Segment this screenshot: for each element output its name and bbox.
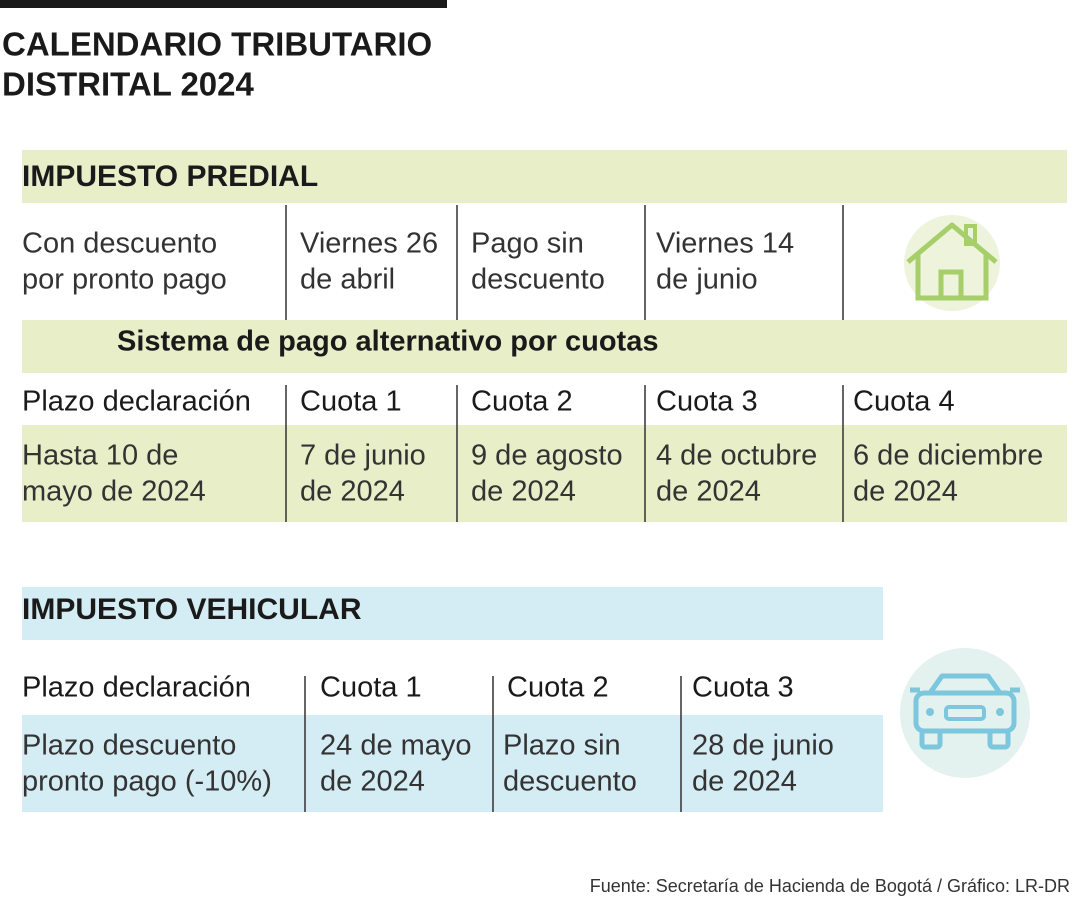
date-cell: de 2024 — [853, 476, 958, 508]
house-icon — [904, 215, 1000, 311]
predial-band — [22, 150, 1067, 203]
date-cell: 4 de octubre — [656, 440, 817, 472]
title-line: DISTRITAL 2024 — [2, 66, 254, 103]
date-cell: de 2024 — [300, 476, 405, 508]
predial-cell: Viernes 26 — [300, 228, 438, 260]
dividers — [285, 205, 844, 812]
vehicular-cell: de 2024 — [692, 766, 797, 798]
column-header: Cuota 3 — [656, 386, 758, 418]
vehicular-cell: 28 de junio — [692, 730, 834, 762]
date-cell: Hasta 10 de — [22, 440, 178, 472]
predial-cell: Con descuento — [22, 228, 217, 260]
source: Fuente: Secretaría de Hacienda de Bogotá… — [590, 876, 1070, 896]
predial-subheading: Sistema de pago alternativo por cuotas — [117, 326, 658, 358]
vehicular-cell: Plazo sin — [503, 730, 621, 762]
predial-heading: IMPUESTO PREDIAL — [22, 160, 318, 193]
column-header: Cuota 4 — [853, 386, 955, 418]
date-cell: 7 de junio — [300, 440, 426, 472]
title-line: CALENDARIO TRIBUTARIO — [2, 26, 432, 63]
predial-cell: de junio — [656, 264, 758, 296]
vehicular-cell: Plazo descuento — [22, 730, 236, 762]
column-header: Plazo declaración — [22, 386, 251, 418]
sub-band — [22, 320, 1067, 373]
predial-cell: de abril — [300, 264, 395, 296]
vehicular-cell: descuento — [503, 766, 637, 798]
top-bar — [0, 0, 447, 8]
vehicular-heading: IMPUESTO VEHICULAR — [22, 593, 362, 626]
date-cell: 6 de diciembre — [853, 440, 1043, 472]
car-icon — [900, 648, 1030, 778]
vehicular-band — [22, 587, 883, 640]
predial-cell: por pronto pago — [22, 264, 227, 296]
column-header: Cuota 1 — [320, 672, 422, 704]
column-header: Plazo declaración — [22, 672, 251, 704]
column-header: Cuota 2 — [507, 672, 609, 704]
date-cell: de 2024 — [656, 476, 761, 508]
predial-cell: Pago sin — [471, 228, 584, 260]
date-cell: 9 de agosto — [471, 440, 623, 472]
vehicular-cell: 24 de mayo — [320, 730, 472, 762]
date-cell: mayo de 2024 — [22, 476, 206, 508]
column-header: Cuota 1 — [300, 386, 402, 418]
column-header: Cuota 2 — [471, 386, 573, 418]
vehicular-dates-band — [22, 715, 883, 812]
vehicular-cell: de 2024 — [320, 766, 425, 798]
predial-cell: Viernes 14 — [656, 228, 794, 260]
predial-cell: descuento — [471, 264, 605, 296]
dates-band — [22, 425, 1067, 522]
vehicular-cell: pronto pago (-10%) — [22, 766, 272, 798]
date-cell: de 2024 — [471, 476, 576, 508]
column-header: Cuota 3 — [692, 672, 794, 704]
